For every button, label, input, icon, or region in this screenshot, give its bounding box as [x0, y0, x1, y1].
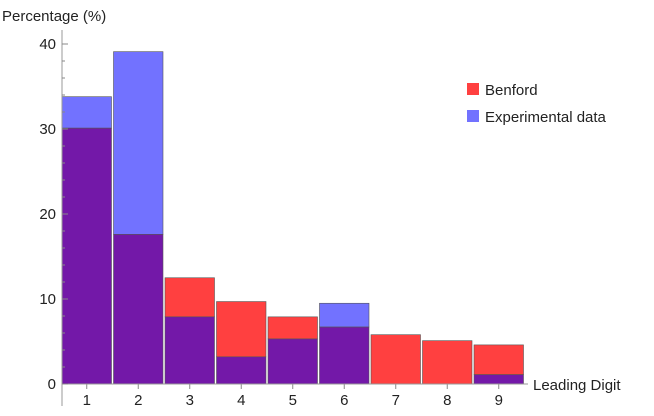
x-tick-label-5: 5 — [289, 392, 297, 409]
bars-group — [61, 51, 524, 385]
bar-experimental-excess-1 — [61, 96, 112, 129]
bar-overlap-9 — [473, 374, 524, 385]
x-tick-label-7: 7 — [392, 392, 400, 409]
legend-swatch-experimental — [467, 110, 479, 122]
bar-experimental-excess-2 — [113, 51, 164, 235]
y-tick-label-10: 10 — [39, 291, 56, 308]
bar-overlap-5 — [267, 338, 318, 385]
y-tick-label-20: 20 — [39, 206, 56, 223]
bar-benford-excess-5 — [267, 316, 318, 340]
x-tick-label-4: 4 — [237, 392, 245, 409]
bar-overlap-1 — [61, 127, 112, 385]
bar-benford-excess-7 — [370, 334, 421, 385]
bar-benford-excess-4 — [216, 301, 267, 358]
axes-group: 1 2 3 4 5 6 7 8 9 0 10 20 30 40 — [39, 30, 528, 409]
x-tick-label-9: 9 — [495, 392, 503, 409]
legend: Benford Experimental data — [467, 82, 607, 126]
legend-label-benford: Benford — [485, 82, 538, 99]
bar-benford-excess-9 — [473, 344, 524, 375]
y-tick-label-0: 0 — [48, 376, 56, 393]
x-tick-label-8: 8 — [443, 392, 451, 409]
y-axis-label: Percentage (%) — [2, 8, 106, 25]
x-tick-label-3: 3 — [186, 392, 194, 409]
x-axis-label: Leading Digit — [533, 377, 621, 394]
bar-benford-excess-3 — [164, 277, 215, 318]
bar-overlap-4 — [216, 356, 267, 385]
y-tick-label-30: 30 — [39, 121, 56, 138]
bar-overlap-3 — [164, 316, 215, 385]
legend-swatch-benford — [467, 83, 479, 95]
bar-experimental-excess-6 — [319, 302, 370, 328]
y-tick-label-40: 40 — [39, 36, 56, 53]
bar-overlap-2 — [113, 234, 164, 385]
legend-label-experimental: Experimental data — [485, 109, 607, 126]
bar-overlap-6 — [319, 326, 370, 385]
bar-benford-excess-8 — [422, 340, 473, 385]
x-tick-label-1: 1 — [83, 392, 91, 409]
x-tick-label-6: 6 — [340, 392, 348, 409]
x-tick-label-2: 2 — [134, 392, 142, 409]
